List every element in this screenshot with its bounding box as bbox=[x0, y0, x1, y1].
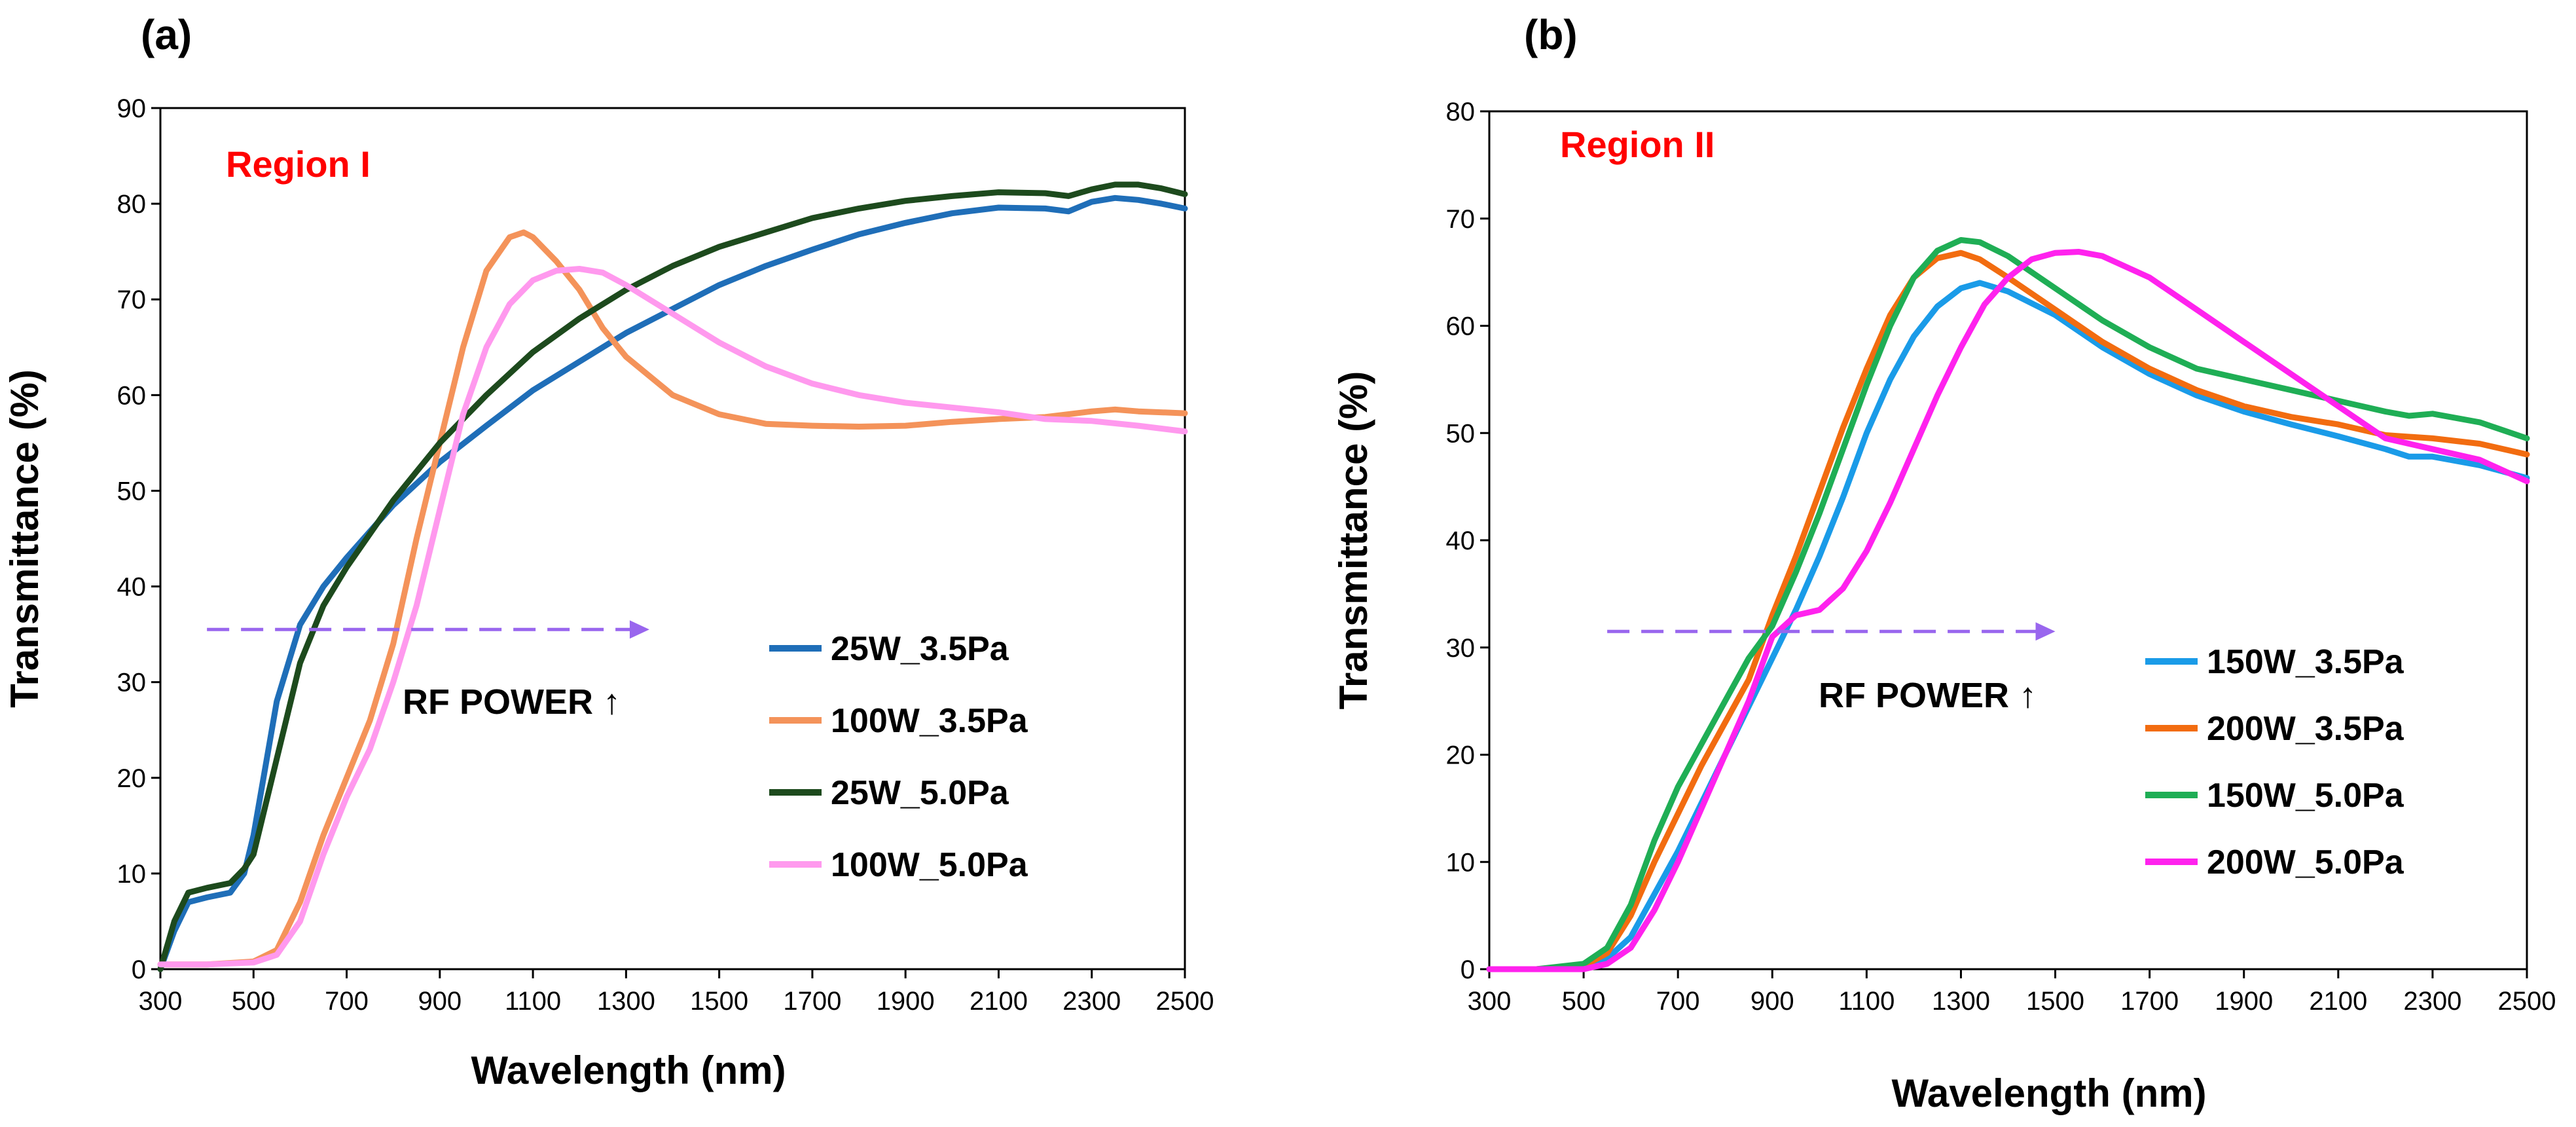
x-tick-label: 900 bbox=[418, 987, 462, 1016]
rf-power-annotation: RF POWER ↑ bbox=[1819, 676, 2037, 715]
legend-label-200W_3.5Pa: 200W_3.5Pa bbox=[2207, 710, 2404, 748]
arrow-head-icon bbox=[2035, 622, 2056, 641]
legend-label-200W_5.0Pa: 200W_5.0Pa bbox=[2207, 843, 2404, 881]
series-line-25W_5.0Pa bbox=[157, 181, 1188, 972]
y-tick-label: 60 bbox=[117, 381, 147, 410]
panel-label: (b) bbox=[1524, 11, 1578, 58]
x-tick-label: 500 bbox=[1562, 987, 1606, 1016]
arrow-head-icon bbox=[629, 620, 649, 639]
y-tick-label: 40 bbox=[1446, 527, 1476, 555]
y-tick-label: 10 bbox=[1446, 848, 1476, 877]
x-tick-label: 2100 bbox=[2309, 987, 2367, 1016]
x-tick-label: 2300 bbox=[2403, 987, 2461, 1016]
x-tick-label: 1700 bbox=[783, 987, 841, 1016]
y-tick-label: 40 bbox=[117, 573, 147, 602]
panel-label: (a) bbox=[141, 11, 192, 58]
series-line-100W_3.5Pa bbox=[157, 229, 1188, 968]
y-tick-label: 80 bbox=[1446, 98, 1476, 126]
y-tick-label: 20 bbox=[1446, 741, 1476, 770]
legend-label-25W_3.5Pa: 25W_3.5Pa bbox=[831, 630, 1009, 668]
x-tick-label: 1100 bbox=[1838, 987, 1895, 1016]
y-tick-label: 50 bbox=[1446, 419, 1476, 448]
legend-label-100W_5.0Pa: 100W_5.0Pa bbox=[831, 846, 1028, 884]
x-tick-label: 700 bbox=[325, 987, 369, 1016]
y-axis-title: Transmittance (%) bbox=[3, 369, 46, 708]
plot-frame bbox=[159, 107, 1186, 970]
series-line-150W_3.5Pa bbox=[1486, 280, 2530, 972]
rf-power-annotation: RF POWER ↑ bbox=[403, 682, 621, 722]
x-tick-label: 1300 bbox=[1932, 987, 1990, 1016]
x-tick-label: 1900 bbox=[877, 987, 935, 1016]
y-tick-label: 90 bbox=[117, 94, 147, 123]
x-tick-label: 1900 bbox=[2215, 987, 2273, 1016]
x-tick-label: 2500 bbox=[1156, 987, 1214, 1016]
y-tick-label: 30 bbox=[117, 669, 147, 697]
chart-panel-a: 0 10 20 30 40 50 60 70 80 90 300 500 700 900 1100 1300 1… bbox=[3, 11, 1214, 1092]
x-tick-label: 700 bbox=[1656, 987, 1700, 1016]
x-tick-label: 2500 bbox=[2498, 987, 2556, 1016]
y-tick-label: 70 bbox=[1446, 205, 1476, 234]
legend-label-25W_5.0Pa: 25W_5.0Pa bbox=[831, 774, 1009, 812]
region-label: Region I bbox=[226, 143, 371, 185]
x-axis-title: Wavelength (nm) bbox=[471, 1048, 786, 1092]
x-axis-title: Wavelength (nm) bbox=[1891, 1071, 2206, 1115]
x-tick-label: 900 bbox=[1751, 987, 1794, 1016]
y-tick-label: 70 bbox=[117, 286, 147, 314]
series-line-100W_5.0Pa bbox=[157, 266, 1188, 968]
y-tick-label: 0 bbox=[132, 955, 146, 984]
y-tick-label: 80 bbox=[117, 190, 147, 219]
y-tick-label: 60 bbox=[1446, 312, 1476, 341]
y-tick-label: 10 bbox=[117, 860, 147, 889]
x-tick-label: 300 bbox=[139, 987, 183, 1016]
y-axis-title: Transmittance (%) bbox=[1332, 371, 1375, 710]
y-tick-label: 50 bbox=[117, 477, 147, 506]
chart-panel-b: 0 10 20 30 40 50 60 70 80 300 500 700 900 1100 1300 150… bbox=[1332, 11, 2556, 1115]
x-tick-label: 500 bbox=[232, 987, 276, 1016]
x-tick-label: 2300 bbox=[1062, 987, 1121, 1016]
x-tick-label: 1500 bbox=[2026, 987, 2084, 1016]
x-tick-label: 1100 bbox=[505, 987, 561, 1016]
y-tick-label: 0 bbox=[1460, 955, 1475, 984]
legend-label-100W_3.5Pa: 100W_3.5Pa bbox=[831, 702, 1028, 740]
region-label: Region II bbox=[1560, 124, 1714, 165]
x-tick-label: 1500 bbox=[690, 987, 748, 1016]
y-tick-label: 20 bbox=[117, 764, 147, 793]
x-tick-label: 1300 bbox=[597, 987, 655, 1016]
series-line-200W_5.0Pa bbox=[1486, 249, 2530, 972]
x-tick-label: 2100 bbox=[970, 987, 1028, 1016]
legend-label-150W_5.0Pa: 150W_5.0Pa bbox=[2207, 777, 2404, 815]
x-tick-label: 300 bbox=[1468, 987, 1512, 1016]
x-tick-label: 1700 bbox=[2120, 987, 2179, 1016]
legend-label-150W_3.5Pa: 150W_3.5Pa bbox=[2207, 643, 2404, 681]
plot-frame bbox=[1488, 110, 2528, 970]
y-tick-label: 30 bbox=[1446, 634, 1476, 663]
